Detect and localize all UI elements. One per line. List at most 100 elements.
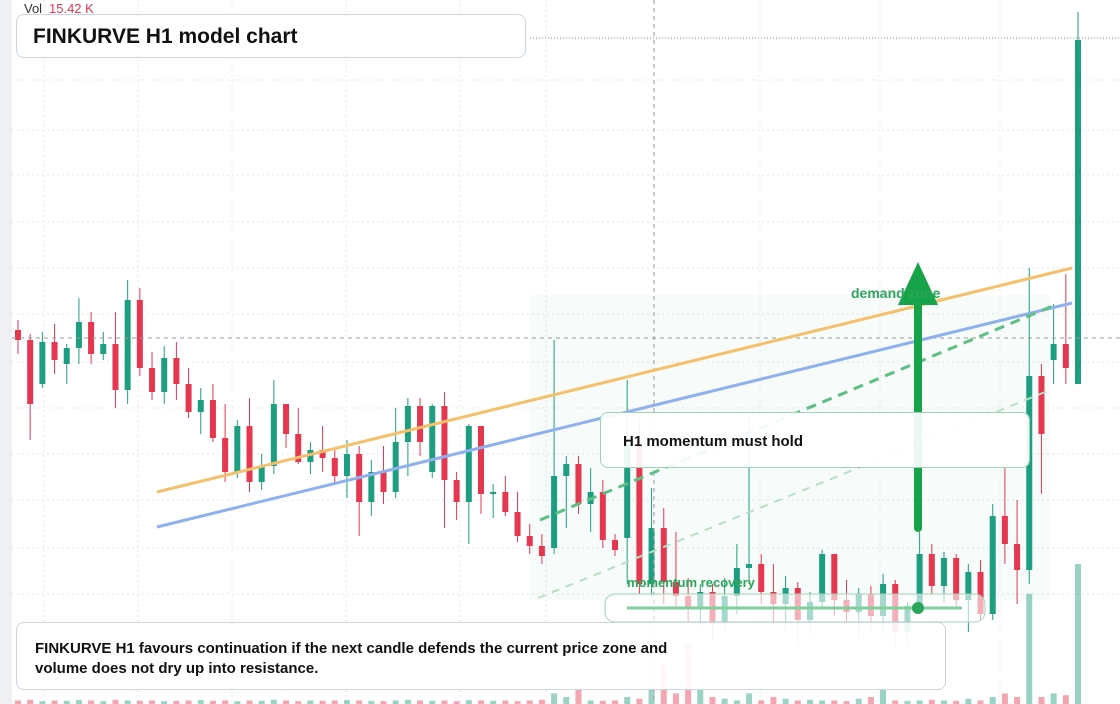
candle-body (599, 492, 606, 540)
volume-bar (197, 700, 204, 704)
candle-body (733, 568, 740, 596)
candle-body (575, 464, 582, 504)
volume-bar (477, 700, 484, 704)
candle-body (39, 342, 46, 384)
volume-label: Vol (24, 1, 43, 16)
chart-title: FINKURVE H1 model chart (16, 14, 526, 58)
candle-body (441, 406, 448, 480)
volume-bar (112, 699, 119, 704)
volume-bar (270, 699, 277, 704)
candle-body (185, 384, 192, 412)
candle-body (1050, 344, 1057, 360)
candle-body (989, 516, 996, 614)
volume-bar (295, 701, 302, 704)
volume-bar (709, 696, 716, 704)
volume-bar (234, 701, 241, 704)
candle-body (368, 472, 375, 502)
volume-bar (185, 700, 192, 704)
volume-bar (368, 700, 375, 704)
volume-bar (672, 693, 679, 704)
volume-bar (587, 700, 594, 704)
candle-body (538, 546, 545, 556)
callout: H1 momentum must hold (600, 412, 1030, 468)
volume-bar (526, 700, 533, 704)
candle-body (270, 404, 277, 466)
volume-bar (307, 700, 314, 704)
candle-body (1075, 40, 1081, 384)
candle-body (965, 572, 972, 600)
volume-bar (1075, 563, 1081, 704)
candle-body (136, 300, 143, 368)
volume-bar (392, 700, 399, 704)
candle-body (660, 528, 667, 582)
candle-body (343, 454, 350, 476)
candle-body (465, 426, 472, 502)
candle-body (624, 444, 631, 538)
candle-body (15, 330, 21, 340)
candle-body (1038, 376, 1045, 434)
volume-bar (1014, 696, 1021, 704)
candle-body (404, 406, 411, 442)
volume-bar (819, 700, 826, 704)
candle-body (1001, 516, 1008, 544)
candle-body (124, 300, 131, 390)
volume-bar (246, 700, 253, 704)
volume-bar (88, 700, 95, 704)
candle-body (819, 554, 826, 602)
volume-bar (624, 696, 631, 704)
volume-bar (429, 700, 436, 704)
volume-bar (417, 700, 424, 704)
candle-body (161, 358, 168, 392)
candle-body (295, 434, 302, 462)
volume-bar (51, 700, 58, 704)
note: FINKURVE H1 favours continuation if the … (35, 640, 668, 677)
volume-bar (514, 701, 521, 704)
volume-bar (721, 698, 728, 704)
annotation: demand zone (851, 285, 941, 301)
volume-bar (149, 700, 156, 704)
volume-bar (880, 688, 887, 704)
candle-body (27, 340, 34, 404)
volume-bar (916, 700, 923, 704)
volume-bar (490, 700, 497, 704)
candle-body (502, 492, 509, 512)
volume-bar (441, 700, 448, 704)
volume-bar (1050, 693, 1057, 704)
volume-bar (612, 700, 619, 704)
volume-bar (1038, 696, 1045, 704)
candle-body (490, 492, 497, 494)
volume-bar (136, 700, 143, 704)
candle-body (977, 572, 984, 614)
candle-body (953, 558, 960, 600)
candle-body (940, 558, 947, 586)
dashed-channel (537, 389, 1051, 599)
volume-value: 15.42 K (49, 1, 94, 16)
volume-bar (1062, 695, 1069, 704)
volume-bar (100, 701, 107, 704)
volume-bar (453, 701, 460, 704)
candle-body (392, 442, 399, 492)
volume-bar (258, 700, 265, 704)
candle-body (258, 466, 265, 482)
candle-body (1026, 376, 1033, 570)
candle-body (417, 406, 424, 442)
volume-bar (989, 696, 996, 704)
candle-body (234, 426, 241, 472)
recovery-dot (912, 602, 924, 614)
volume-bar (953, 700, 960, 704)
note-box: FINKURVE H1 favours continuation if the … (16, 622, 946, 690)
candle-body (100, 344, 107, 354)
volume-bar (855, 698, 862, 704)
volume-bar (39, 701, 46, 704)
volume-bar (209, 700, 216, 704)
volume-bar (1026, 593, 1033, 704)
volume-bar (636, 698, 643, 704)
volume-bar (173, 700, 180, 704)
candle-body (88, 322, 95, 354)
candle-body (514, 512, 521, 536)
volume-bar (319, 700, 326, 704)
volume-bar (831, 700, 838, 704)
candle-body (331, 458, 338, 476)
arrow-head (898, 262, 938, 305)
candle-body (429, 406, 436, 472)
